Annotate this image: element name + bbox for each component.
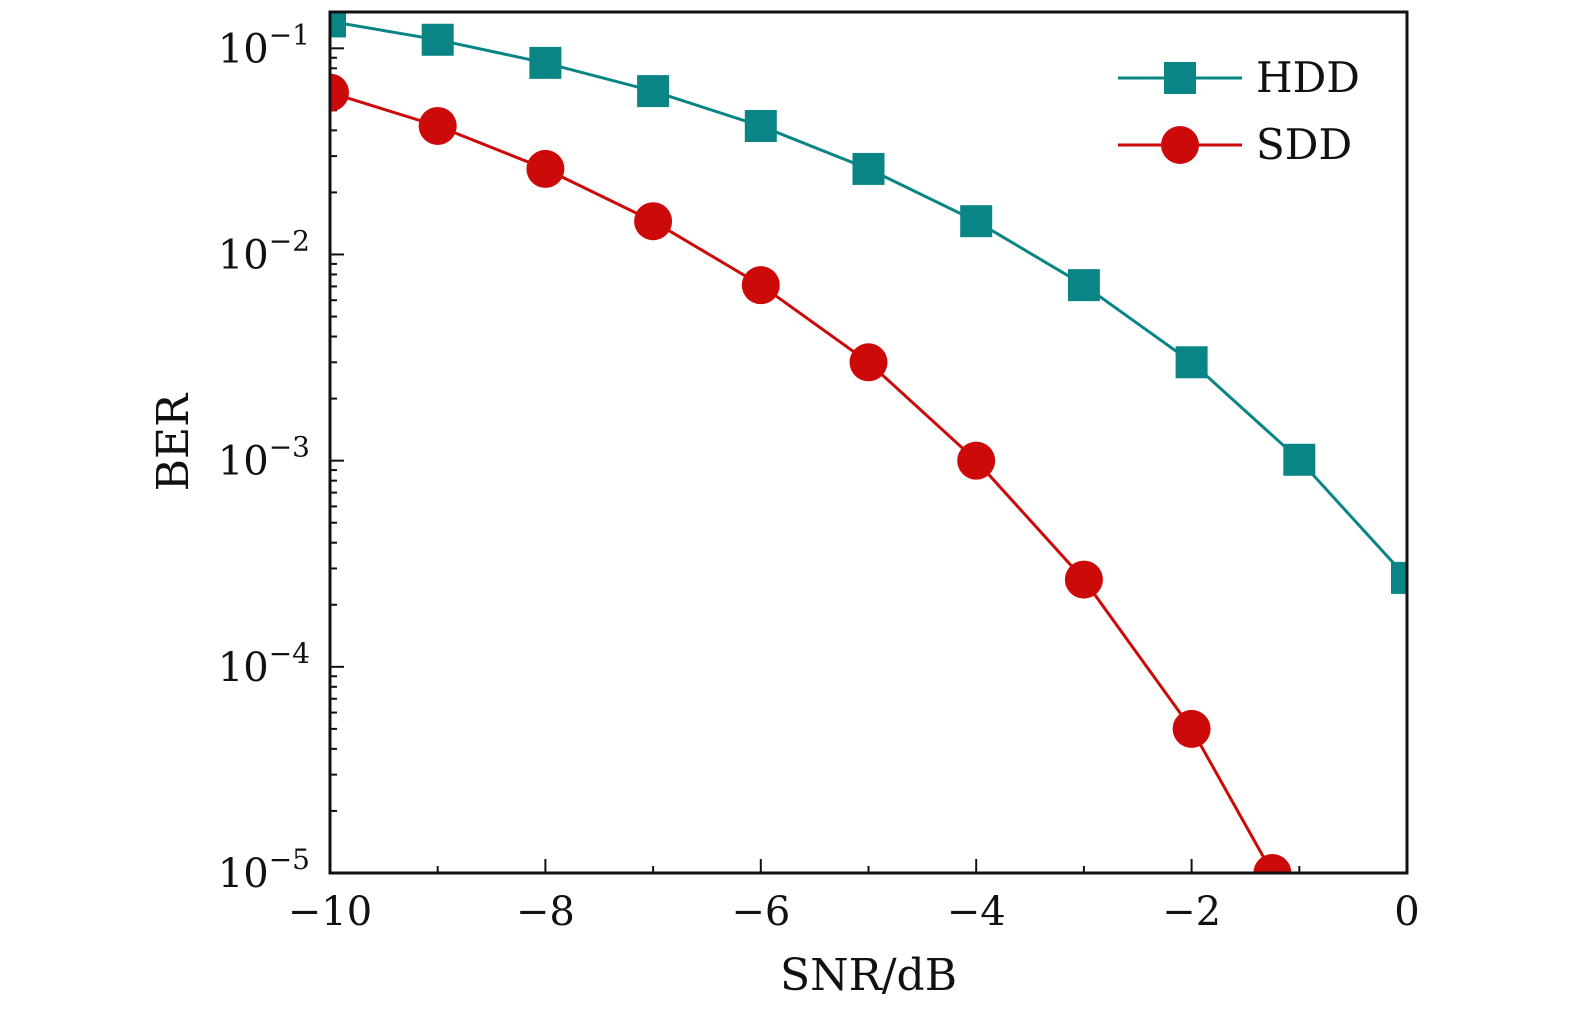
- legend-marker: [1164, 62, 1196, 94]
- hdd-point: [1391, 561, 1407, 594]
- series-hdd: [330, 12, 1407, 594]
- x-tick-label: −10: [288, 889, 372, 935]
- legend-entry-sdd: SDD: [1118, 120, 1352, 169]
- sdd-point: [1064, 560, 1103, 599]
- sdd-point: [957, 441, 996, 480]
- x-axis-label: SNR/dB: [780, 950, 957, 1001]
- y-tick-label: 10−5: [218, 843, 310, 897]
- hdd-point: [1067, 269, 1100, 302]
- sdd-point: [526, 149, 565, 188]
- hdd-point: [529, 46, 562, 79]
- y-tick-label: 10−1: [218, 18, 310, 72]
- hdd-point: [421, 23, 454, 56]
- sdd-point: [741, 266, 780, 305]
- series-sdd: [330, 73, 1292, 873]
- sdd-point: [1172, 709, 1211, 748]
- hdd-point: [852, 152, 885, 185]
- hdd-point: [330, 12, 346, 38]
- legend-label: HDD: [1256, 53, 1360, 102]
- legend-entry-hdd: HDD: [1118, 53, 1360, 102]
- hdd-point: [744, 109, 777, 142]
- y-tick-label: 10−4: [218, 637, 310, 691]
- sdd-point: [1253, 854, 1292, 873]
- sdd-point: [849, 343, 888, 382]
- hdd-point: [960, 205, 993, 238]
- y-tick-label: 10−3: [218, 431, 310, 485]
- axis-ticks: −10 −8 −6 −4 −2 0 10−5 10−4 10−3 10−2 10−1: [218, 18, 1420, 935]
- x-tick-label: −4: [947, 889, 1006, 935]
- x-tick-label: −6: [731, 889, 790, 935]
- series-layer: [330, 12, 1407, 873]
- x-tick-label: −8: [516, 889, 575, 935]
- legend: HDD SDD: [1118, 53, 1360, 169]
- legend-label: SDD: [1256, 120, 1352, 169]
- y-axis-label: BER: [148, 392, 199, 491]
- sdd-line: [330, 91, 1274, 873]
- hdd-point: [637, 75, 670, 108]
- hdd-line: [330, 19, 1407, 579]
- x-tick-label: 0: [1394, 889, 1419, 935]
- x-tick-label: −2: [1162, 889, 1221, 935]
- sdd-point: [634, 202, 673, 241]
- sdd-point: [330, 73, 349, 112]
- hdd-point: [1283, 443, 1316, 476]
- sdd-point: [418, 106, 457, 145]
- y-tick-label: 10−2: [218, 224, 310, 278]
- legend-marker: [1161, 126, 1199, 164]
- plot-frame: [328, 10, 1409, 875]
- hdd-point: [1175, 346, 1208, 379]
